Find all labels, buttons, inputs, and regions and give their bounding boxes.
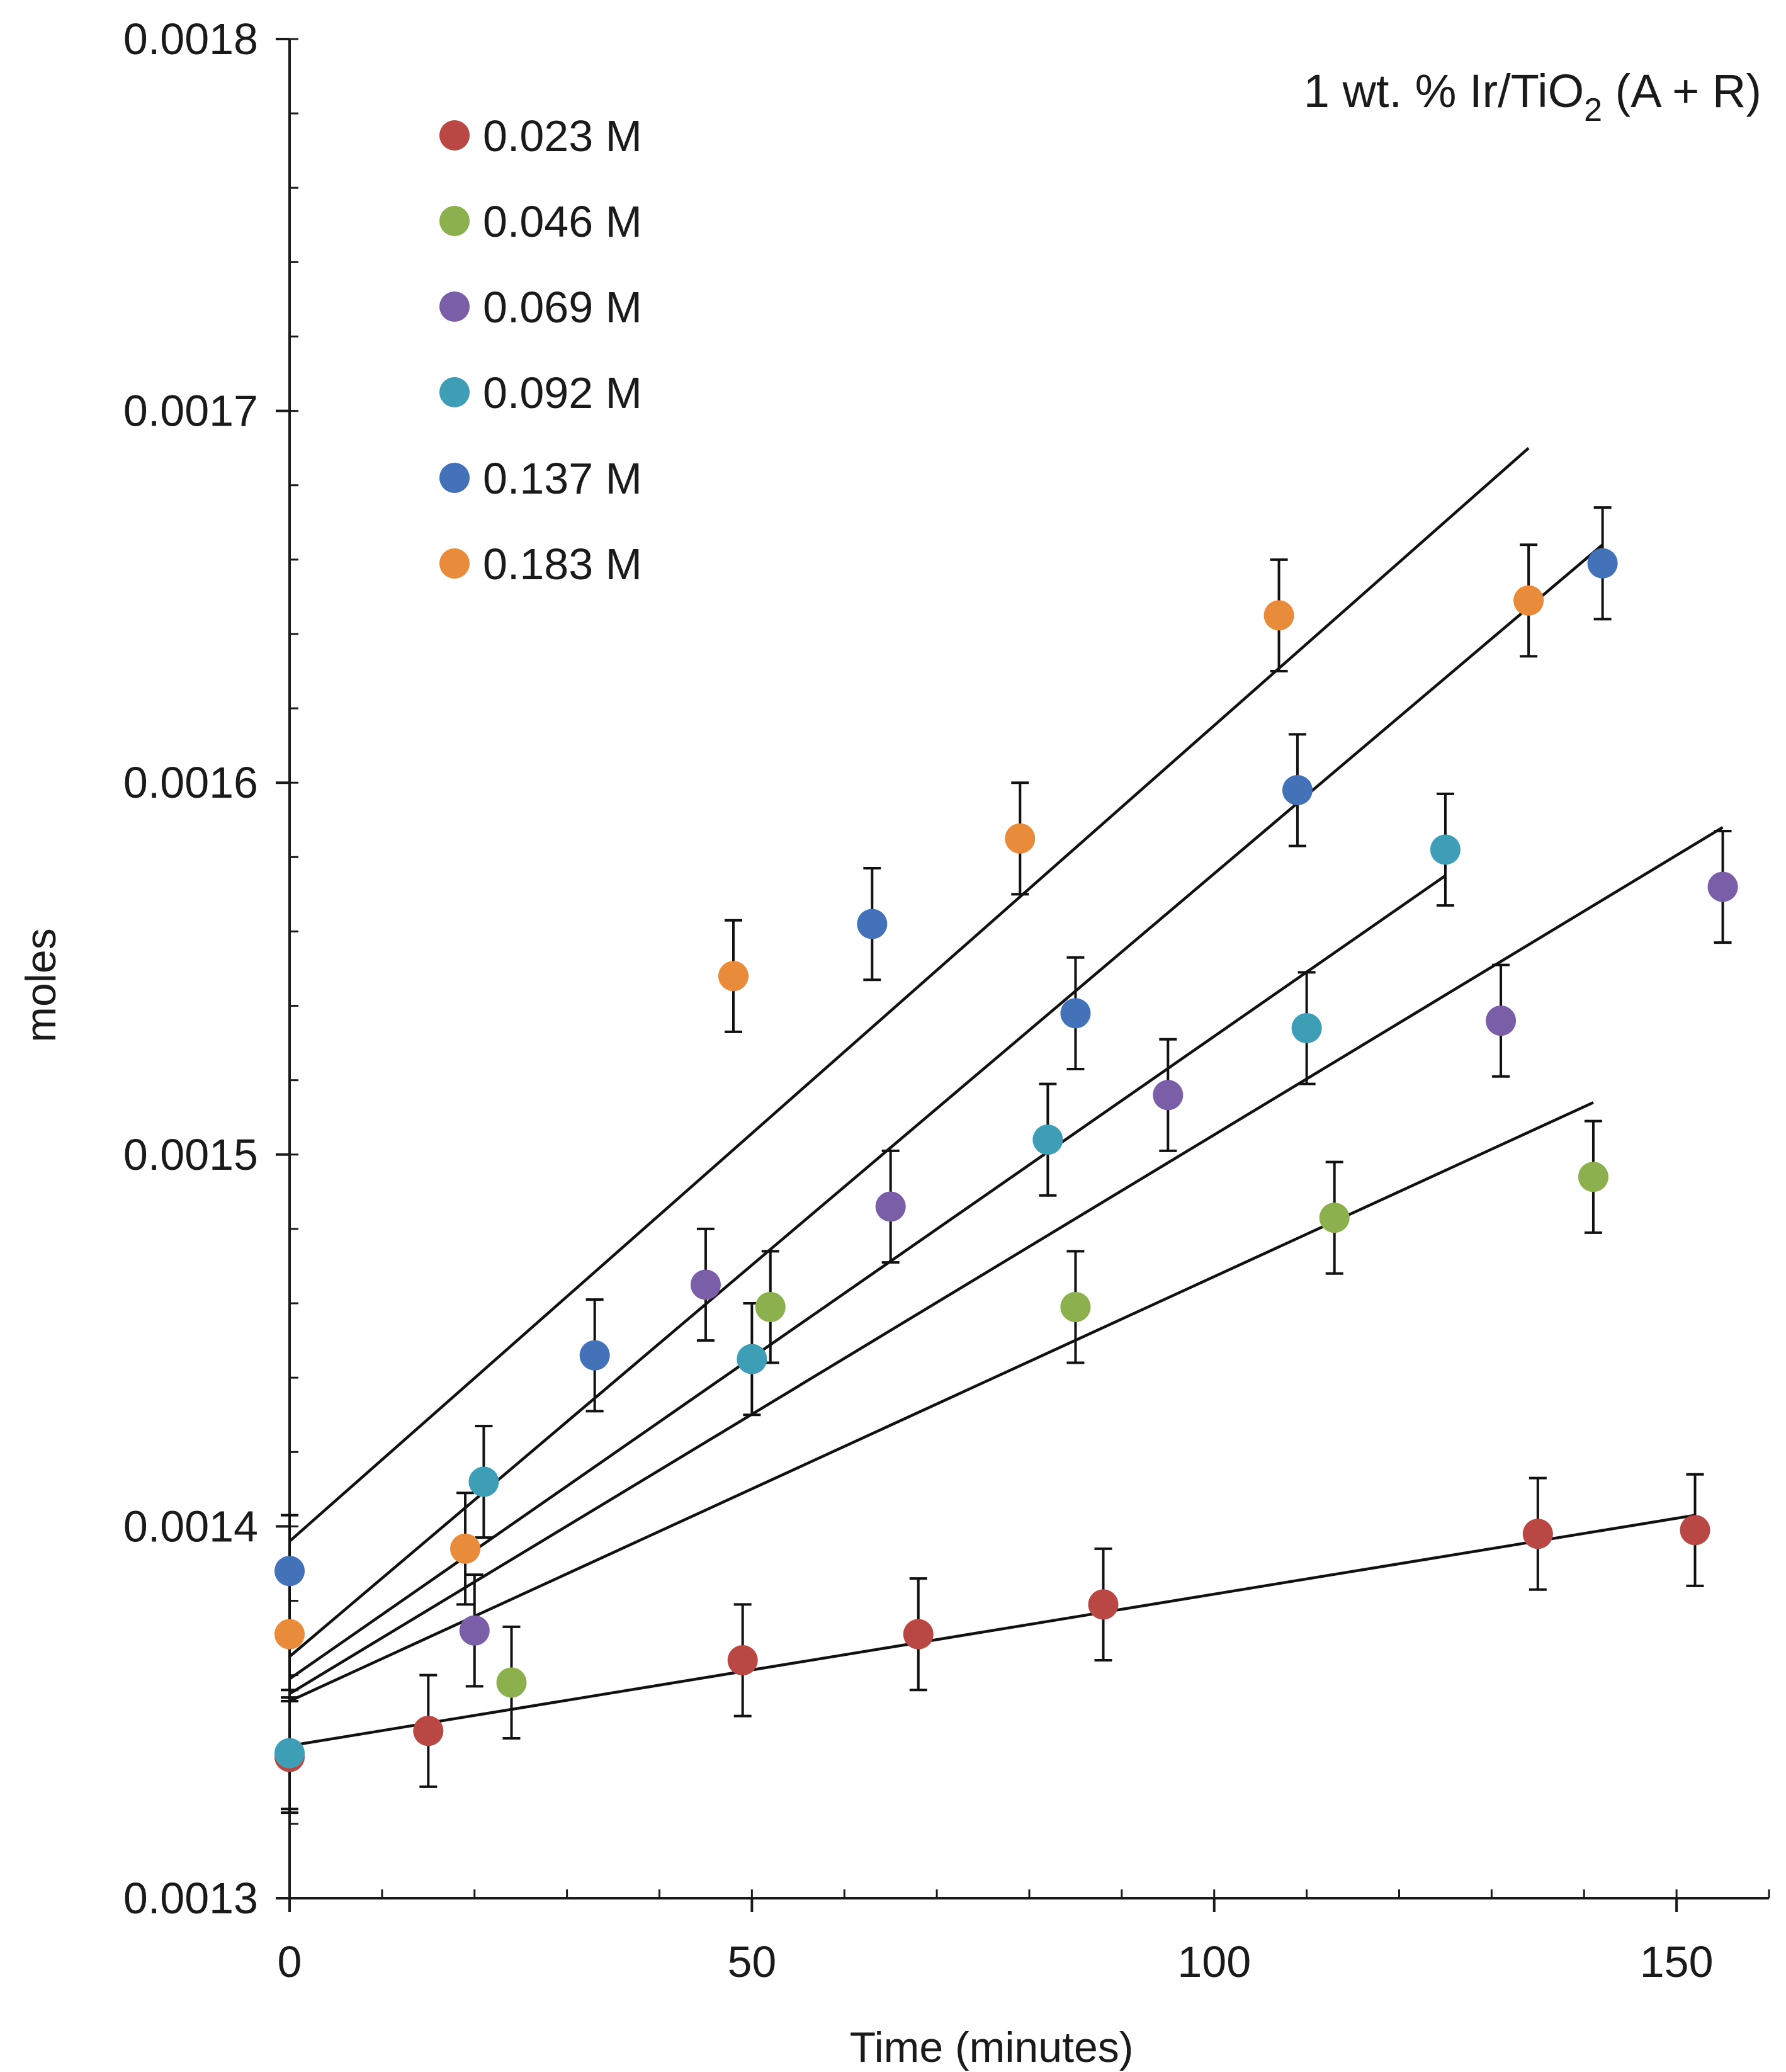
x-tick-label: 100 xyxy=(1177,1937,1251,1986)
fit-line xyxy=(288,446,1530,1543)
legend-label: 0.137 M xyxy=(483,454,642,503)
y-tick-label: 0.0017 xyxy=(123,387,258,436)
chart-title-suffix: (A + R) xyxy=(1602,65,1761,117)
data-point xyxy=(1430,834,1461,865)
fit-line xyxy=(288,543,1604,1658)
data-points xyxy=(274,548,1738,1772)
x-tick-label: 0 xyxy=(278,1937,302,1986)
data-point xyxy=(1319,1203,1350,1233)
x-tick-label: 150 xyxy=(1640,1937,1714,1986)
data-point xyxy=(857,909,888,939)
data-point xyxy=(1291,1012,1322,1043)
data-point xyxy=(274,1738,305,1769)
data-point xyxy=(875,1191,906,1222)
legend-label: 0.069 M xyxy=(483,283,642,332)
chart-title-subscript: 2 xyxy=(1584,92,1602,128)
data-point xyxy=(690,1269,721,1300)
data-point xyxy=(274,1556,305,1587)
data-point xyxy=(459,1615,490,1646)
legend-item: 0.092 M xyxy=(439,368,642,417)
data-point xyxy=(1060,998,1091,1029)
data-point xyxy=(1578,1162,1608,1192)
data-point xyxy=(450,1533,481,1564)
chart-title: 1 wt. % Ir/TiO2 (A + R) xyxy=(1304,65,1761,128)
legend-marker xyxy=(439,463,470,493)
fit-lines xyxy=(288,446,1724,1748)
y-tick-label: 0.0014 xyxy=(123,1502,258,1551)
y-tick-label: 0.0016 xyxy=(123,758,258,807)
axes: 0.0013 0.0014 0.0015 0.0016 0.0017 0.0018 0 50 1… xyxy=(123,14,1770,1986)
data-point xyxy=(1513,585,1544,616)
y-axis-title: moles xyxy=(17,928,65,1042)
data-point xyxy=(413,1716,444,1746)
data-point xyxy=(1282,775,1313,806)
legend-marker xyxy=(439,120,470,150)
legend-item: 0.069 M xyxy=(439,283,642,332)
fit-line xyxy=(288,875,1447,1680)
fit-line xyxy=(289,1514,1695,1748)
data-point xyxy=(1088,1589,1119,1620)
fit-line xyxy=(289,1101,1594,1703)
y-tick-label: 0.0015 xyxy=(123,1130,258,1179)
y-tick-label: 0.0013 xyxy=(123,1874,258,1923)
data-point xyxy=(1060,1291,1091,1322)
data-point xyxy=(1032,1124,1063,1155)
data-point xyxy=(755,1291,786,1322)
data-point xyxy=(737,1344,767,1374)
legend-marker xyxy=(439,292,470,322)
data-point xyxy=(1263,600,1294,631)
data-point xyxy=(579,1340,610,1371)
data-point xyxy=(1522,1519,1553,1549)
y-tick-label: 0.0018 xyxy=(123,14,258,64)
data-point xyxy=(1005,823,1036,854)
x-tick-label: 50 xyxy=(727,1937,776,1986)
data-point xyxy=(468,1466,499,1497)
legend: 0.023 M 0.046 M 0.069 M 0.092 M 0.137 M 0.183… xyxy=(439,111,642,589)
data-point xyxy=(718,961,749,992)
legend-item: 0.137 M xyxy=(439,454,642,503)
legend-item: 0.046 M xyxy=(439,197,642,246)
legend-marker xyxy=(439,377,470,407)
data-point xyxy=(1707,871,1738,902)
data-point xyxy=(1587,548,1618,579)
legend-marker xyxy=(439,548,470,579)
legend-label: 0.023 M xyxy=(483,111,642,161)
legend-label: 0.183 M xyxy=(483,540,642,589)
legend-label: 0.092 M xyxy=(483,368,642,417)
x-axis-title: Time (minutes) xyxy=(850,2024,1134,2071)
legend-label: 0.046 M xyxy=(483,197,642,246)
legend-item: 0.023 M xyxy=(439,111,642,161)
data-point xyxy=(496,1667,527,1698)
data-point xyxy=(1486,1005,1517,1036)
legend-marker xyxy=(439,206,470,236)
data-point xyxy=(903,1619,934,1650)
data-point xyxy=(727,1645,758,1676)
data-point xyxy=(1680,1515,1710,1546)
fit-line xyxy=(288,826,1724,1696)
legend-item: 0.183 M xyxy=(439,540,642,589)
chart-title-main: 1 wt. % Ir/TiO xyxy=(1304,65,1584,117)
data-point xyxy=(1153,1080,1184,1111)
data-point xyxy=(274,1619,305,1650)
